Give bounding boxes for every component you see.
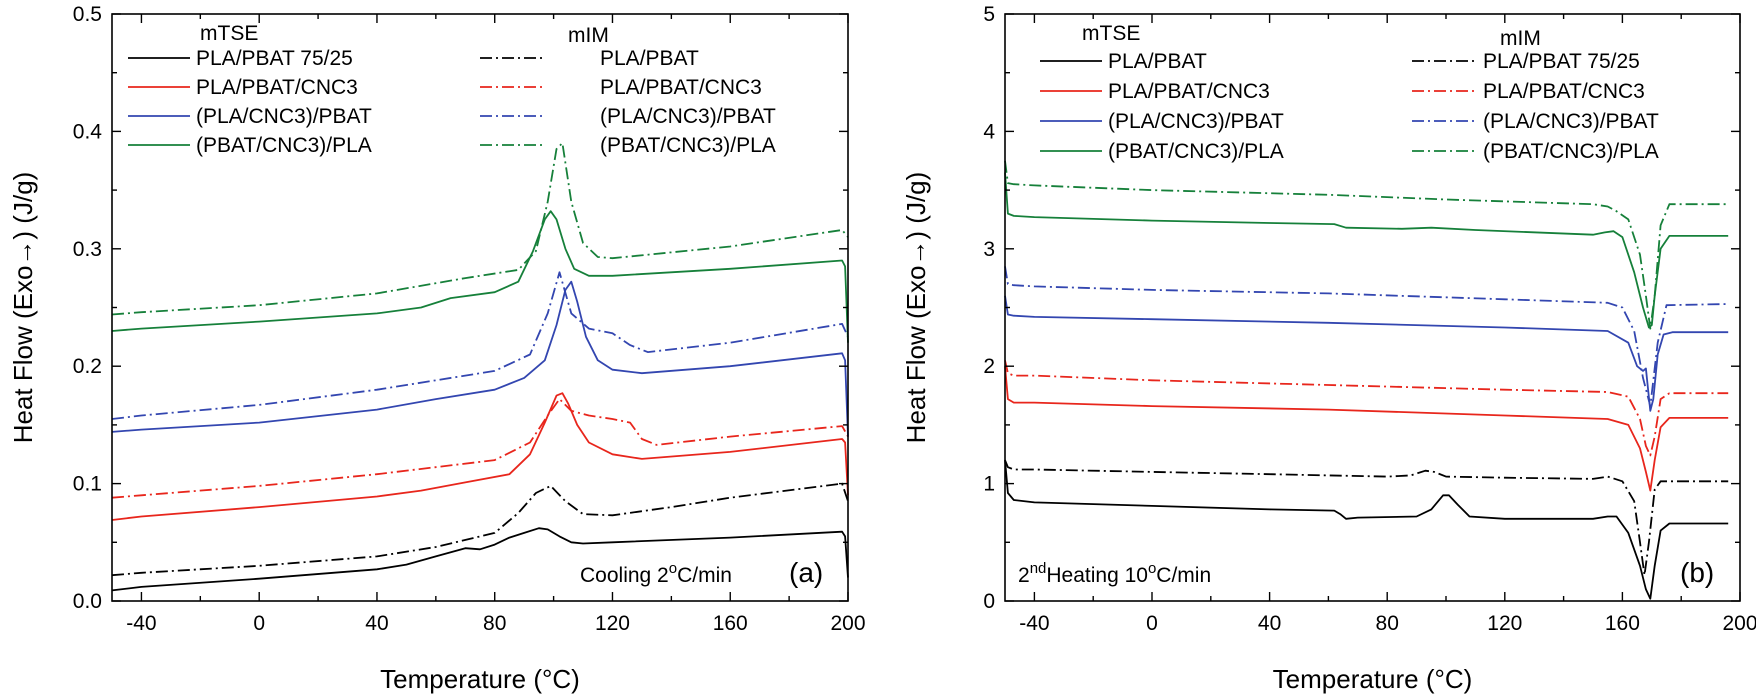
y-tick-label: 0.0	[73, 590, 102, 613]
y-tick-label: 5	[983, 3, 995, 26]
x-tick-label: 160	[1605, 612, 1640, 635]
series-line-1	[111, 482, 849, 577]
series-line-4	[1004, 295, 1729, 412]
series-line-0	[111, 527, 849, 592]
panel-label: (a)	[789, 557, 823, 588]
x-tick-label: 80	[1376, 612, 1399, 635]
y-tick-label: 0.2	[73, 355, 102, 378]
legend-heading-mim: mIM	[1500, 27, 1541, 50]
legend-label: (PBAT/CNC3)/PLA	[1108, 140, 1284, 163]
legend-label: (PLA/CNC3)/PBAT	[600, 105, 776, 128]
x-tick-label: 0	[1146, 612, 1158, 635]
legend-label: (PBAT/CNC3)/PLA	[1483, 140, 1659, 163]
legend-label: PLA/PBAT/CNC3	[1483, 80, 1645, 103]
y-tick-label: 0.4	[73, 120, 103, 143]
legend-label: PLA/PBAT	[600, 47, 699, 70]
condition-part: Cooling 2	[580, 564, 669, 587]
series-line-6	[111, 210, 849, 343]
series-line-4	[111, 280, 849, 437]
series-line-1	[1004, 459, 1729, 577]
legend-label: (PBAT/CNC3)/PLA	[600, 134, 776, 157]
chart-panel-a: -40 0 40 80 120 160 200 0.0 0.1 0.2 0.3 0.4 0.5 Tempe…	[8, 3, 866, 694]
x-tick-label: -40	[1019, 612, 1049, 635]
legend-heading-mim: mIM	[568, 24, 609, 47]
series-line-2	[111, 392, 849, 521]
series-line-2	[1004, 366, 1729, 492]
legend-label: PLA/PBAT/CNC3	[196, 76, 358, 99]
x-tick-label: -40	[126, 612, 156, 635]
series-line-3	[1004, 360, 1729, 457]
legend: mTSE PLA/PBAT PLA/PBAT/CNC3 (PLA/CNC3)/PBAT…	[1040, 22, 1659, 163]
condition-degree: o	[1148, 560, 1156, 577]
condition-part: C/min	[1156, 564, 1211, 587]
condition-annotation: 2ndHeating 10oC/min	[1018, 560, 1211, 587]
condition-part: Heating 10	[1046, 564, 1148, 587]
series-line-0	[1004, 460, 1729, 600]
y-tick-label: 1	[983, 473, 995, 496]
panel-label: (b)	[1680, 557, 1714, 588]
legend-heading-mtse: mTSE	[1082, 22, 1140, 45]
x-tick-label: 200	[1722, 612, 1756, 635]
x-tick-label: 200	[830, 612, 865, 635]
series-line-5	[1004, 266, 1729, 407]
chart-panel-b: -40 0 40 80 120 160 200 0 1 2 3 4 5 Temperature (°C) H…	[901, 3, 1756, 694]
x-tick-label: 0	[253, 612, 265, 635]
legend-label: PLA/PBAT	[1108, 50, 1207, 73]
legend-label: PLA/PBAT/CNC3	[1108, 80, 1270, 103]
legend-label: (PLA/CNC3)/PBAT	[196, 105, 372, 128]
y-tick-label: 3	[983, 238, 995, 261]
y-tick-label: 0.5	[73, 3, 102, 26]
y-tick-label: 0	[983, 590, 995, 613]
condition-part: 2	[1018, 564, 1030, 587]
x-axis-title: Temperature (°C)	[380, 664, 580, 694]
series-line-7	[1004, 160, 1729, 330]
x-tick-label: 40	[1258, 612, 1281, 635]
y-axis-title: Heat Flow (Exo→) (J/g)	[901, 172, 931, 444]
x-tick-label: 120	[595, 612, 630, 635]
x-tick-label: 160	[713, 612, 748, 635]
condition-superscript: nd	[1030, 560, 1047, 577]
y-axis-title: Heat Flow (Exo→) (J/g)	[8, 172, 38, 444]
y-tick-label: 4	[983, 120, 995, 143]
condition-part: C/min	[677, 564, 732, 587]
legend-label: PLA/PBAT 75/25	[1483, 50, 1640, 73]
x-tick-label: 40	[365, 612, 388, 635]
legend-label: PLA/PBAT 75/25	[196, 47, 353, 70]
legend-label: (PLA/CNC3)/PBAT	[1108, 110, 1284, 133]
legend-heading-mtse: mTSE	[200, 22, 258, 45]
legend-label: (PLA/CNC3)/PBAT	[1483, 110, 1659, 133]
series-line-5	[111, 271, 849, 420]
series-line-3	[111, 398, 849, 499]
legend-label: PLA/PBAT/CNC3	[600, 76, 762, 99]
x-tick-label: 120	[1487, 612, 1522, 635]
y-tick-label: 0.3	[73, 238, 102, 261]
condition-degree: o	[669, 560, 677, 577]
legend-label: (PBAT/CNC3)/PLA	[196, 134, 372, 157]
x-axis-title: Temperature (°C)	[1273, 664, 1473, 694]
condition-annotation: Cooling 2oC/min	[580, 560, 732, 587]
x-tick-label: 80	[483, 612, 506, 635]
y-tick-label: 2	[983, 355, 995, 378]
y-tick-label: 0.1	[73, 473, 102, 496]
series-line-7	[111, 142, 849, 316]
